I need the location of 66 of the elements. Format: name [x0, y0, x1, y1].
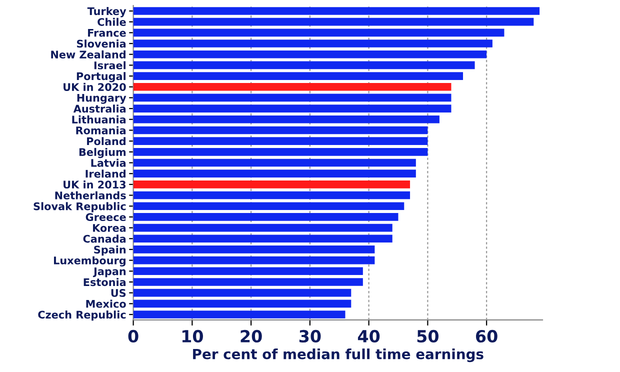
x-tick-label: 10 [182, 330, 203, 343]
x-tick-label: 60 [476, 330, 498, 343]
bar [133, 213, 398, 221]
bar [133, 115, 440, 124]
bar [133, 180, 410, 188]
x-axis-title: Per cent of median full time earnings [193, 348, 484, 362]
bar [133, 28, 504, 37]
bar [133, 278, 363, 286]
bar [133, 72, 464, 80]
y-tick-label: Luxembourg [54, 256, 126, 267]
y-tick-label: Australia [73, 104, 126, 113]
bar [133, 61, 475, 70]
y-tick-label: Spain [94, 246, 126, 256]
bar [133, 94, 452, 102]
y-tick-label: Slovak Republic [34, 202, 126, 212]
y-tick-label: Ireland [86, 170, 126, 178]
bar [133, 137, 428, 145]
y-tick-label: Hungary [77, 94, 126, 104]
y-tick-label: Turkey [87, 7, 126, 18]
bar [133, 7, 540, 15]
y-tick-label: Israel [94, 61, 126, 70]
y-tick-label: US [111, 289, 126, 297]
y-tick-label: Japan [92, 268, 126, 278]
bar [133, 50, 487, 58]
x-tick-label: 20 [240, 330, 262, 343]
bar [133, 224, 392, 232]
bar [133, 288, 352, 297]
y-tick-label: Latvia [91, 158, 126, 167]
bar [133, 170, 416, 178]
y-tick-label: Chile [98, 18, 126, 26]
y-tick-label: Netherlands [55, 191, 126, 200]
y-tick-label: UK in 2020 [64, 82, 126, 91]
bar [133, 18, 534, 26]
y-tick-label: New Zealand [51, 50, 126, 58]
bar [133, 234, 392, 243]
bar [133, 300, 352, 308]
bar [133, 82, 452, 91]
bar [133, 126, 428, 134]
y-tick-label: Lithuania [72, 115, 126, 124]
bar [133, 158, 416, 167]
x-tick-label: 40 [358, 330, 380, 343]
y-tick-label: Romania [76, 126, 126, 134]
y-tick-label: France [88, 29, 126, 37]
bar [133, 191, 410, 200]
bar [133, 256, 375, 264]
y-tick-label: Slovenia [77, 40, 126, 48]
y-tick-label: Estonia [84, 278, 126, 286]
bar [133, 202, 404, 210]
bar [133, 40, 492, 48]
y-tick-label: Poland [87, 137, 126, 146]
x-tick-label: 30 [299, 330, 321, 343]
y-tick-label: Czech Republic [38, 310, 126, 321]
y-tick-label: Belgium [79, 148, 126, 158]
bar [133, 310, 346, 318]
y-tick-label: Korea [93, 224, 126, 232]
bar [133, 267, 363, 276]
bar [133, 148, 428, 156]
y-tick-label: Greece [86, 213, 126, 222]
y-tick-label: Mexico [86, 300, 126, 308]
bar [133, 104, 452, 112]
y-tick-label: Portugal [76, 72, 126, 82]
bar [133, 246, 375, 254]
y-tick-label: Canada [83, 234, 126, 243]
y-tick-label: UK in 2013 [64, 180, 126, 189]
x-tick-label: 50 [417, 330, 438, 343]
x-tick-label: 0 [128, 330, 138, 343]
